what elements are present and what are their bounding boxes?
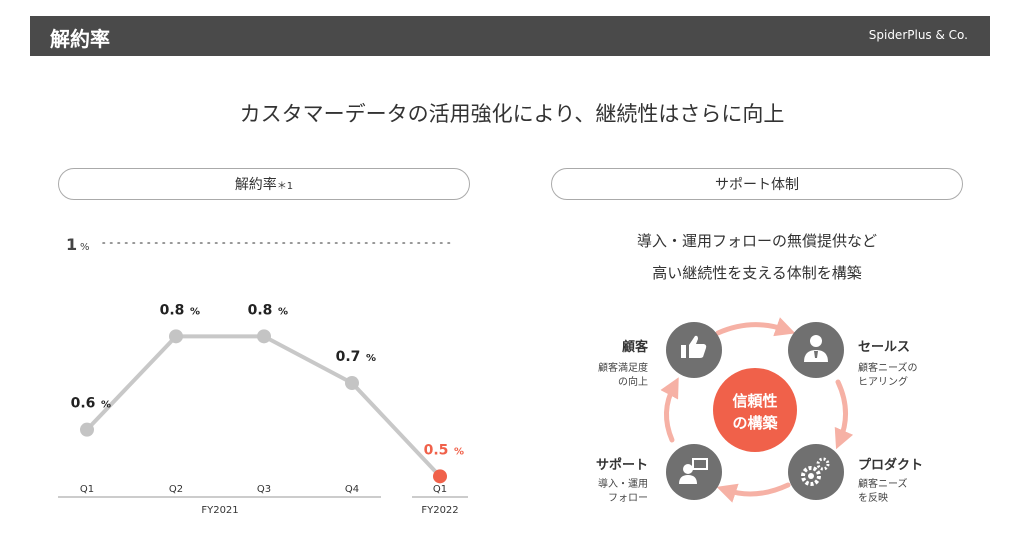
cycle-arrow-top (715, 317, 796, 337)
node-support (666, 444, 722, 500)
trust-center-circle (713, 368, 797, 452)
support-label: サポート (595, 458, 648, 473)
data-label: 0.5 (424, 442, 449, 458)
data-label-unit: % (366, 353, 376, 364)
churn-rate-heading: 解約率＊1 (58, 168, 470, 200)
customer-label: 顧客 (621, 340, 648, 355)
page-title: 解約率 (50, 27, 110, 51)
data-point (169, 329, 183, 344)
product-desc-1: 顧客ニーズ (858, 479, 908, 490)
data-point (433, 469, 447, 484)
support-title: サポート体制 (715, 177, 799, 193)
x-tick-label: Q2 (169, 484, 183, 495)
data-label: 0.7 (336, 349, 361, 365)
sales-desc-2: ヒアリング (858, 377, 908, 388)
x-tick-label: Q4 (345, 484, 359, 495)
thumbs-up-icon (681, 335, 707, 358)
data-label: 0.8 (160, 302, 185, 318)
support-heading: サポート体制 (551, 168, 963, 200)
group-label: FY2021 (201, 505, 238, 516)
headline: カスタマーデータの活用強化により、継続性はさらに向上 (239, 102, 785, 126)
data-point (257, 329, 271, 344)
support-description-line2: 高い継続性を支える体制を構築 (652, 264, 862, 282)
sales-label: セールス (858, 340, 911, 355)
reference-label: 1 (66, 235, 77, 254)
reference-unit: % (80, 242, 90, 253)
brand-name: SpiderPlus & Co. (868, 28, 968, 42)
person-suit-icon (804, 335, 828, 362)
data-label: 0.8 (248, 302, 273, 318)
data-label-unit: % (190, 306, 200, 317)
product-desc-2: を反映 (858, 493, 888, 504)
node-sales (788, 322, 844, 378)
cycle-arrow-right (834, 379, 854, 450)
trust-center-line2: の構築 (732, 414, 778, 432)
trust-center-line1: 信頼性 (732, 392, 777, 410)
support-desc-1: 導入・運用 (598, 479, 648, 490)
product-label: プロダクト (858, 458, 924, 473)
node-product (788, 444, 844, 500)
x-tick-label: Q1 (80, 484, 94, 495)
header-bar: 解約率 SpiderPlus & Co. (30, 16, 990, 56)
customer-desc-2: の向上 (618, 377, 648, 388)
cycle-arrow-left (660, 377, 679, 443)
support-description-line1: 導入・運用フォローの無償提供など (636, 232, 877, 250)
data-point (80, 422, 94, 437)
support-desc-2: フォロー (608, 493, 648, 504)
data-label-unit: % (454, 446, 464, 457)
x-tick-label: Q3 (257, 484, 271, 495)
x-tick-label: Q1 (433, 484, 447, 495)
data-label: 0.6 (71, 396, 96, 412)
data-point (345, 376, 359, 390)
gears-icon (801, 457, 830, 486)
node-customer (666, 322, 722, 378)
customer-desc-1: 顧客満足度 (598, 363, 648, 374)
support-person-icon (679, 458, 708, 484)
cycle-arrow-bottom (716, 482, 791, 503)
data-label-unit: % (101, 400, 111, 411)
group-label: FY2022 (421, 505, 458, 516)
churn-rate-title: 解約率 (234, 177, 277, 193)
sales-desc-1: 顧客ニーズの (858, 363, 918, 374)
data-label-unit: % (278, 306, 288, 317)
footnote-mark: ＊1 (276, 181, 294, 192)
